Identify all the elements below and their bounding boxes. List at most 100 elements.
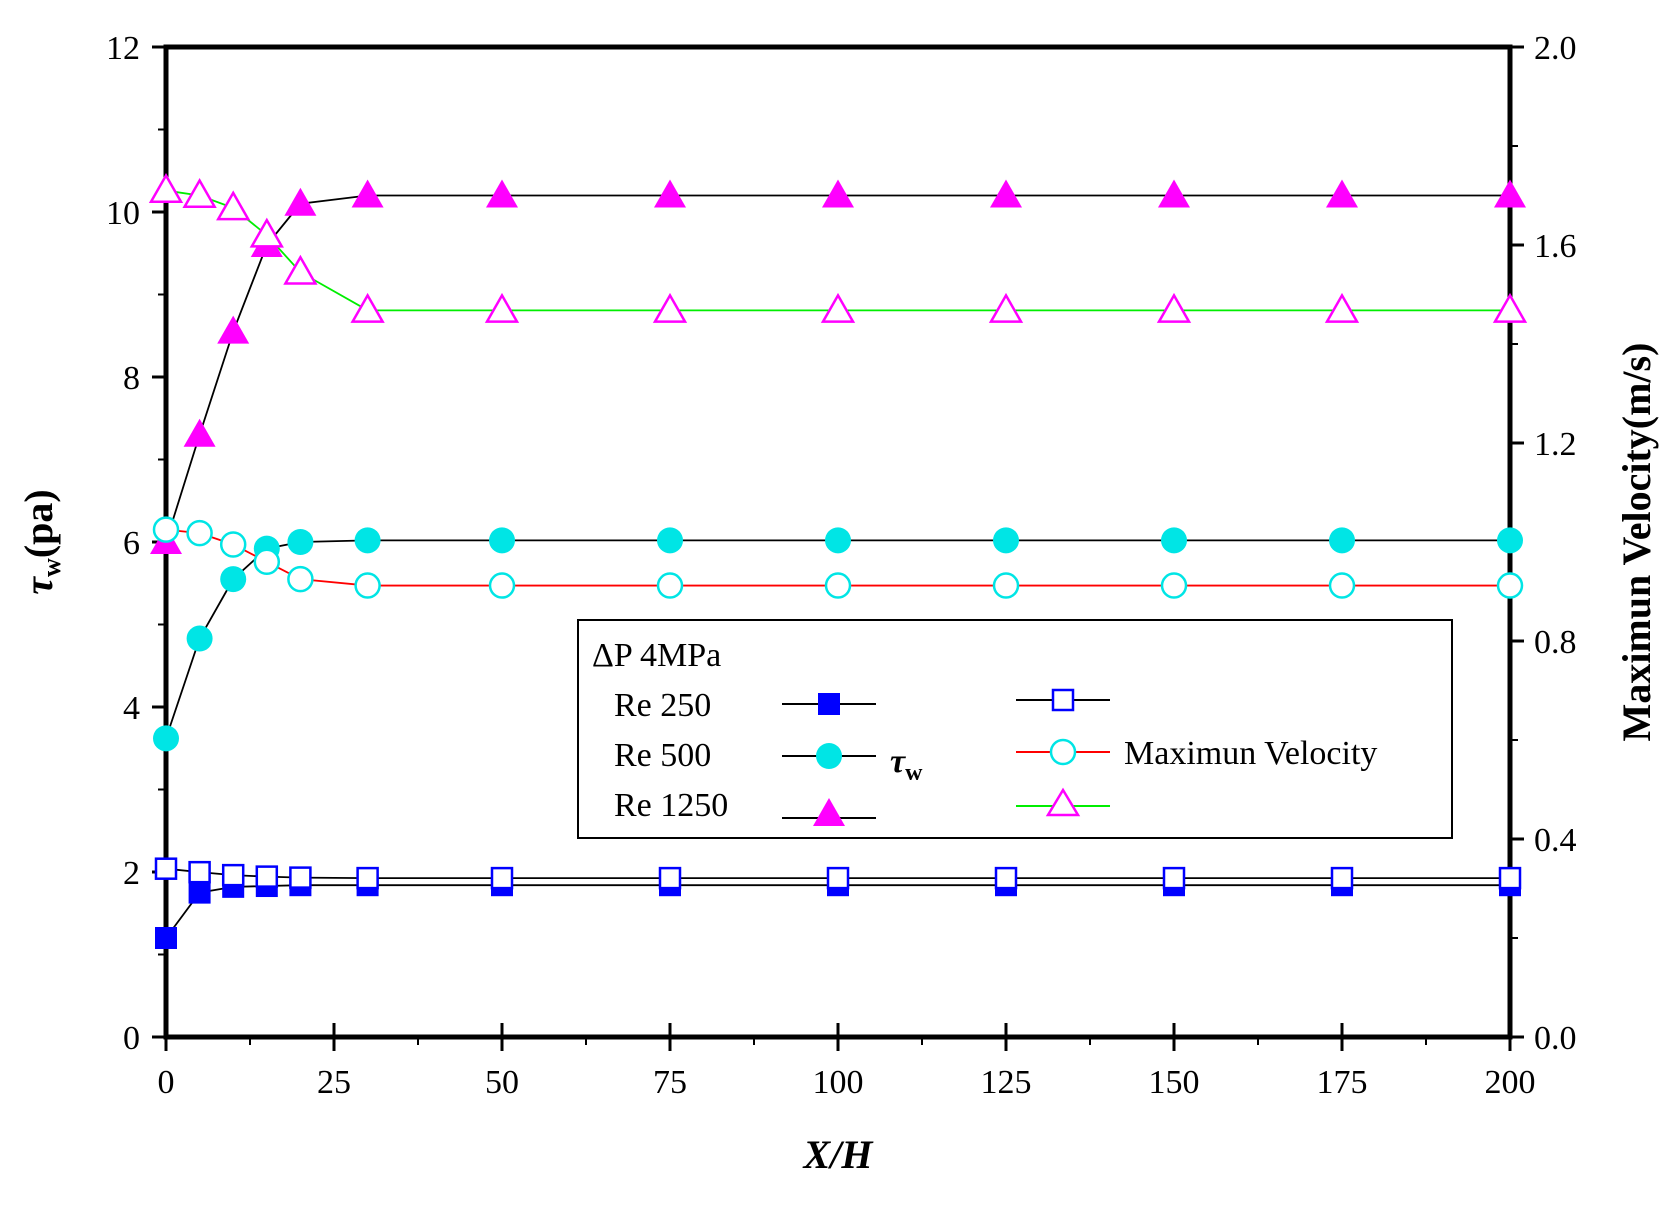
point-re-250-maximun-velocity-3 [255, 865, 279, 888]
point-re-500-maximun-velocity-3 [253, 548, 281, 576]
y-left-tick-label-5: 10 [106, 195, 140, 232]
x-axis-title-main: X [802, 1132, 832, 1177]
point-re-1250-maximun-velocity-1 [182, 177, 217, 208]
point-re-1250-maximun-velocity-11 [1324, 292, 1360, 323]
legend-tau-symbol: τ [890, 743, 906, 780]
point-re-500-maximun-velocity-11 [1328, 572, 1356, 599]
y-left-tick-label-6: 12 [106, 30, 140, 67]
point-re-500-maximun-velocity-6 [488, 572, 516, 599]
legend-row-re500: Re 500 [614, 737, 711, 774]
x-tick-label-7: 175 [1317, 1064, 1368, 1101]
point-re-500-maximun-velocity-2 [219, 531, 247, 558]
y-right-tick-label-4: 1.6 [1534, 228, 1577, 265]
x-tick-label-0: 0 [158, 1064, 175, 1101]
x-tick-label-1: 25 [317, 1064, 351, 1101]
point-re-500-maximun-velocity-12 [1496, 572, 1524, 599]
y-left-subscript: w [37, 558, 66, 577]
point-re-500-w-2 [220, 566, 247, 593]
legend-row-re250: Re 250 [614, 687, 711, 724]
legend-marker-tau-re1250 [813, 798, 845, 826]
y-left-tick-label-3: 6 [123, 525, 140, 562]
x-tick-label-4: 100 [813, 1064, 864, 1101]
point-re-1250-maximun-velocity-10 [1156, 292, 1192, 323]
point-re-1250-maximun-velocity-12 [1492, 292, 1528, 323]
legend-box [577, 619, 1453, 839]
point-re-250-maximun-velocity-2 [221, 863, 245, 887]
point-re-250-maximun-velocity-8 [826, 866, 850, 890]
point-re-1250-w-7 [654, 179, 686, 208]
point-re-500-w-10 [1161, 527, 1187, 554]
point-re-500-w-0 [153, 725, 179, 752]
point-re-500-w-8 [825, 527, 851, 554]
x-axis-title-end: H [840, 1132, 874, 1177]
point-re-500-w-5 [354, 527, 381, 554]
point-re-1250-w-12 [1494, 179, 1526, 208]
x-tick-label-5: 125 [981, 1064, 1032, 1101]
point-re-500-w-6 [489, 527, 515, 554]
point-re-250-maximun-velocity-9 [994, 866, 1018, 890]
y-left-tick-label-0: 0 [123, 1020, 140, 1057]
point-re-250-maximun-velocity-12 [1498, 866, 1522, 890]
point-re-1250-maximun-velocity-3 [249, 217, 284, 248]
point-re-500-maximun-velocity-4 [287, 565, 314, 593]
point-re-1250-maximun-velocity-5 [350, 292, 385, 323]
x-tick-label-6: 150 [1149, 1064, 1200, 1101]
point-re-1250-w-1 [183, 418, 216, 447]
point-re-1250-w-11 [1326, 179, 1358, 208]
point-re-1250-w-5 [351, 179, 384, 208]
point-re-500-maximun-velocity-9 [992, 572, 1020, 599]
point-re-1250-w-8 [822, 179, 854, 208]
point-re-500-maximun-velocity-5 [354, 572, 381, 599]
x-axis-title-sep: / [827, 1132, 845, 1177]
series-line-re-1250-maximun-velocity [165, 189, 1510, 312]
legend-marker-vel-re250 [1051, 688, 1075, 712]
ticks-layer: 0 25 50 75 100 125 150 175 200 0 2 4 6 8 10 12 0.0 0.4 0.8… [106, 30, 1577, 1101]
point-re-250-maximun-velocity-11 [1330, 866, 1354, 890]
point-re-250-maximun-velocity-0 [154, 857, 178, 880]
point-re-250-maximun-velocity-10 [1162, 866, 1186, 890]
y-left-unit: (pa) [16, 489, 61, 558]
point-re-250-maximun-velocity-7 [658, 866, 682, 890]
y-right-tick-label-3: 1.2 [1534, 426, 1577, 463]
point-re-500-maximun-velocity-8 [824, 572, 852, 599]
x-axis-title: X/H [802, 1132, 875, 1177]
legend-marker-tau-re250 [818, 693, 840, 715]
y-right-tick-label-2: 0.8 [1534, 624, 1577, 661]
point-re-250-maximun-velocity-1 [188, 860, 211, 884]
x-tick-label-8: 200 [1485, 1064, 1536, 1101]
point-re-250-w-1 [188, 881, 211, 904]
point-re-1250-maximun-velocity-8 [820, 292, 856, 323]
y-right-axis-title: Maximun Velocity(m/s) [1614, 343, 1659, 742]
y-right-tick-label-0: 0.0 [1534, 1020, 1577, 1057]
legend-tau-sub: w [905, 760, 923, 786]
point-re-500-maximun-velocity-0 [152, 516, 180, 543]
point-re-1250-maximun-velocity-9 [988, 292, 1024, 323]
y-left-tick-label-4: 8 [123, 360, 140, 397]
y-left-axis-title: τw(pa) [16, 489, 66, 594]
point-re-500-w-4 [287, 529, 314, 555]
point-re-500-maximun-velocity-1 [186, 519, 213, 547]
markers-layer [148, 173, 1528, 949]
point-re-250-maximun-velocity-6 [490, 866, 514, 890]
point-re-250-w-0 [155, 927, 177, 949]
point-re-500-w-1 [186, 625, 213, 652]
point-re-1250-maximun-velocity-4 [283, 254, 318, 285]
y-right-tick-label-1: 0.4 [1534, 822, 1577, 859]
legend-marker-vel-re1250 [1045, 787, 1081, 817]
point-re-1250-w-10 [1158, 179, 1190, 208]
legend-velocity-label: Maximun Velocity [1124, 735, 1377, 772]
legend-title: ΔP 4MPa [592, 637, 721, 674]
point-re-500-w-11 [1329, 527, 1355, 554]
point-re-1250-maximun-velocity-6 [484, 292, 520, 323]
legend-marker-vel-re500 [1049, 738, 1077, 766]
point-re-500-w-12 [1497, 527, 1523, 554]
legend: ΔP 4MPa Re 250 Re 500 Re 1250 τw Maximun… [577, 619, 1453, 839]
legend-tau-label: τw [890, 743, 923, 786]
y-left-tick-label-1: 2 [123, 855, 140, 892]
point-re-250-maximun-velocity-5 [356, 866, 379, 890]
x-tick-label-3: 75 [653, 1064, 687, 1101]
x-tick-label-2: 50 [485, 1064, 519, 1101]
legend-row-re1250: Re 1250 [614, 787, 728, 824]
point-re-1250-w-9 [990, 179, 1022, 208]
point-re-500-w-7 [657, 527, 683, 554]
